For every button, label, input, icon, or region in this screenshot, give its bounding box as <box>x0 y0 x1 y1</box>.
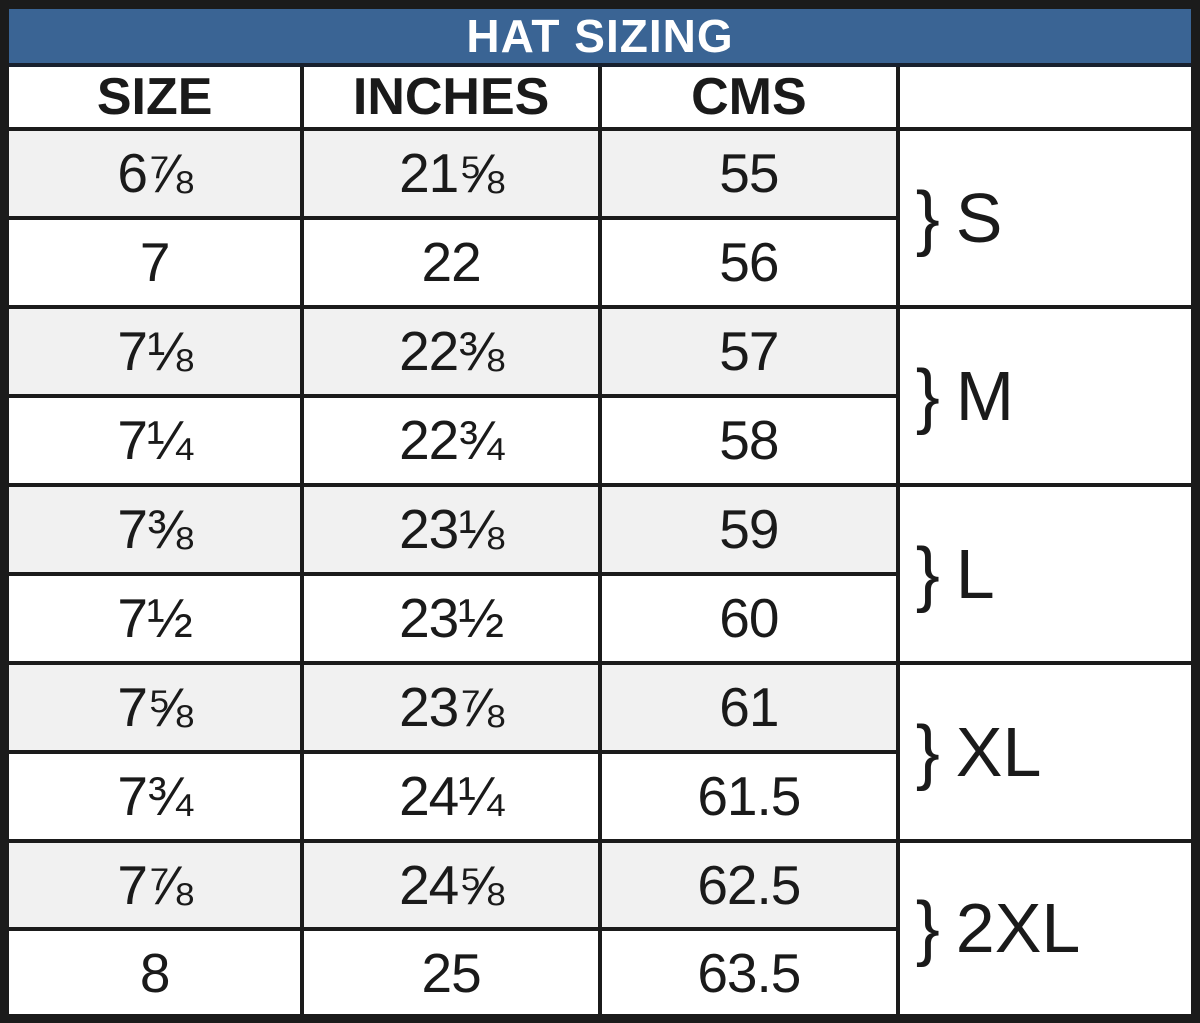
table-row: 7¼ 22¾ 58 <box>2 393 1196 487</box>
group-size-label: S <box>955 178 1003 257</box>
cms-cell: 55 <box>598 127 900 220</box>
inches-cell: 23½ <box>300 571 602 665</box>
size-cell: 6⅞ <box>2 127 305 220</box>
column-header-size: SIZE <box>2 63 305 131</box>
size-cell: 7 <box>2 215 305 309</box>
cms-cell: 62.5 <box>598 838 900 932</box>
size-group-cell-2xl: } 2XL <box>895 838 1198 1021</box>
table-row: 7⅜ 23⅛ 59 } L <box>2 482 1198 665</box>
inches-cell: 24⅝ <box>300 838 602 932</box>
size-group-cell-xl: } XL <box>895 660 1198 843</box>
inches-cell: 25 <box>300 927 602 1021</box>
group-size-label: XL <box>955 712 1042 791</box>
inches-cell: 21⅝ <box>300 127 602 220</box>
size-cell: 7⅝ <box>2 660 305 754</box>
table-row: 7⅛ 22⅜ 57 } M <box>2 304 1198 487</box>
table-row: 7⅞ 24⅝ 62.5 } 2XL <box>2 838 1198 1021</box>
cms-cell: 59 <box>598 482 900 576</box>
table-row: 8 25 63.5 <box>2 927 1196 1021</box>
table-title-row: HAT SIZING <box>2 2 1198 67</box>
inches-cell: 22⅜ <box>300 304 602 398</box>
cms-cell: 63.5 <box>598 927 900 1021</box>
table-row: 7½ 23½ 60 <box>2 571 1196 665</box>
brace-glyph: } <box>915 533 940 614</box>
inches-cell: 23⅞ <box>300 660 602 754</box>
brace-glyph: } <box>915 711 940 792</box>
group-size-label: L <box>955 534 995 613</box>
inches-cell: 22¾ <box>300 393 602 487</box>
size-cell: 7⅛ <box>2 304 305 398</box>
cms-cell: 56 <box>598 215 900 309</box>
column-header-inches: INCHES <box>300 63 602 131</box>
table-row: 7¾ 24¼ 61.5 <box>2 749 1196 843</box>
brace-glyph: } <box>915 355 940 436</box>
size-group-cell-l: } L <box>895 482 1198 665</box>
brace-glyph: } <box>915 177 940 258</box>
size-cell: 7¼ <box>2 393 305 487</box>
size-cell: 7⅞ <box>2 838 305 932</box>
table-row: 6⅞ 21⅝ 55 } S <box>2 127 1198 309</box>
cms-cell: 61 <box>598 660 900 754</box>
page-title: HAT SIZING <box>2 2 1198 67</box>
table-row: 7⅝ 23⅞ 61 } XL <box>2 660 1198 843</box>
size-cell: 7¾ <box>2 749 305 843</box>
cms-cell: 58 <box>598 393 900 487</box>
brace-glyph: } <box>915 888 940 969</box>
column-header-cms: CMS <box>598 63 900 131</box>
inches-cell: 22 <box>300 215 602 309</box>
size-group-cell-s: } S <box>895 127 1198 309</box>
size-cell: 7½ <box>2 571 305 665</box>
size-cell: 8 <box>2 927 305 1021</box>
column-header-group <box>895 63 1198 131</box>
inches-cell: 23⅛ <box>300 482 602 576</box>
cms-cell: 60 <box>598 571 900 665</box>
inches-cell: 24¼ <box>300 749 602 843</box>
cms-cell: 61.5 <box>598 749 900 843</box>
table-header-row: SIZE INCHES CMS <box>2 63 1198 131</box>
size-cell: 7⅜ <box>2 482 305 576</box>
group-size-label: 2XL <box>955 889 1081 968</box>
size-group-cell-m: } M <box>895 304 1198 487</box>
cms-cell: 57 <box>598 304 900 398</box>
table-row: 7 22 56 <box>2 215 1196 309</box>
group-size-label: M <box>955 356 1015 435</box>
